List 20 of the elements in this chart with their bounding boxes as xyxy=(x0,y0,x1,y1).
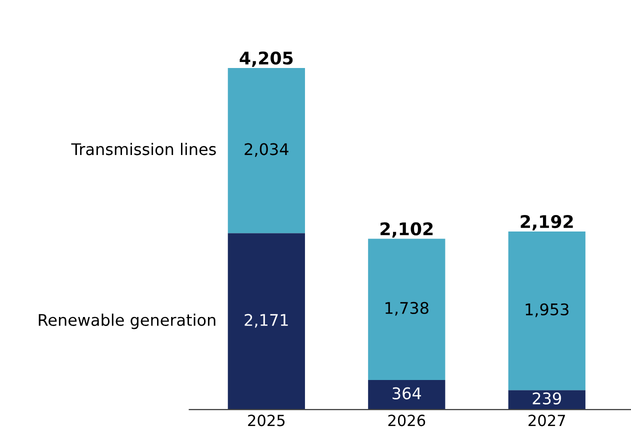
bar xyxy=(368,380,446,410)
bar xyxy=(228,68,305,234)
series-label: Renewable generation xyxy=(38,314,216,330)
total-label: 4,205 xyxy=(240,51,293,67)
total-label: 2,192 xyxy=(520,214,573,230)
series-label: Transmission lines xyxy=(71,142,216,156)
data-label: 1,953 xyxy=(526,303,568,318)
x-tick-label: 2025 xyxy=(248,414,285,426)
data-label: 1,738 xyxy=(386,302,428,316)
x-tick-label: 2027 xyxy=(528,414,565,426)
bar xyxy=(228,233,305,410)
bar xyxy=(508,231,586,390)
bar xyxy=(368,238,446,380)
x-tick-label: 2026 xyxy=(388,414,426,426)
data-label: 2,034 xyxy=(244,143,288,157)
total-label: 2,102 xyxy=(380,222,433,238)
data-label: 2,171 xyxy=(244,314,288,328)
data-label: 364 xyxy=(392,387,421,400)
data-label: 239 xyxy=(532,392,561,404)
bar xyxy=(508,390,586,410)
